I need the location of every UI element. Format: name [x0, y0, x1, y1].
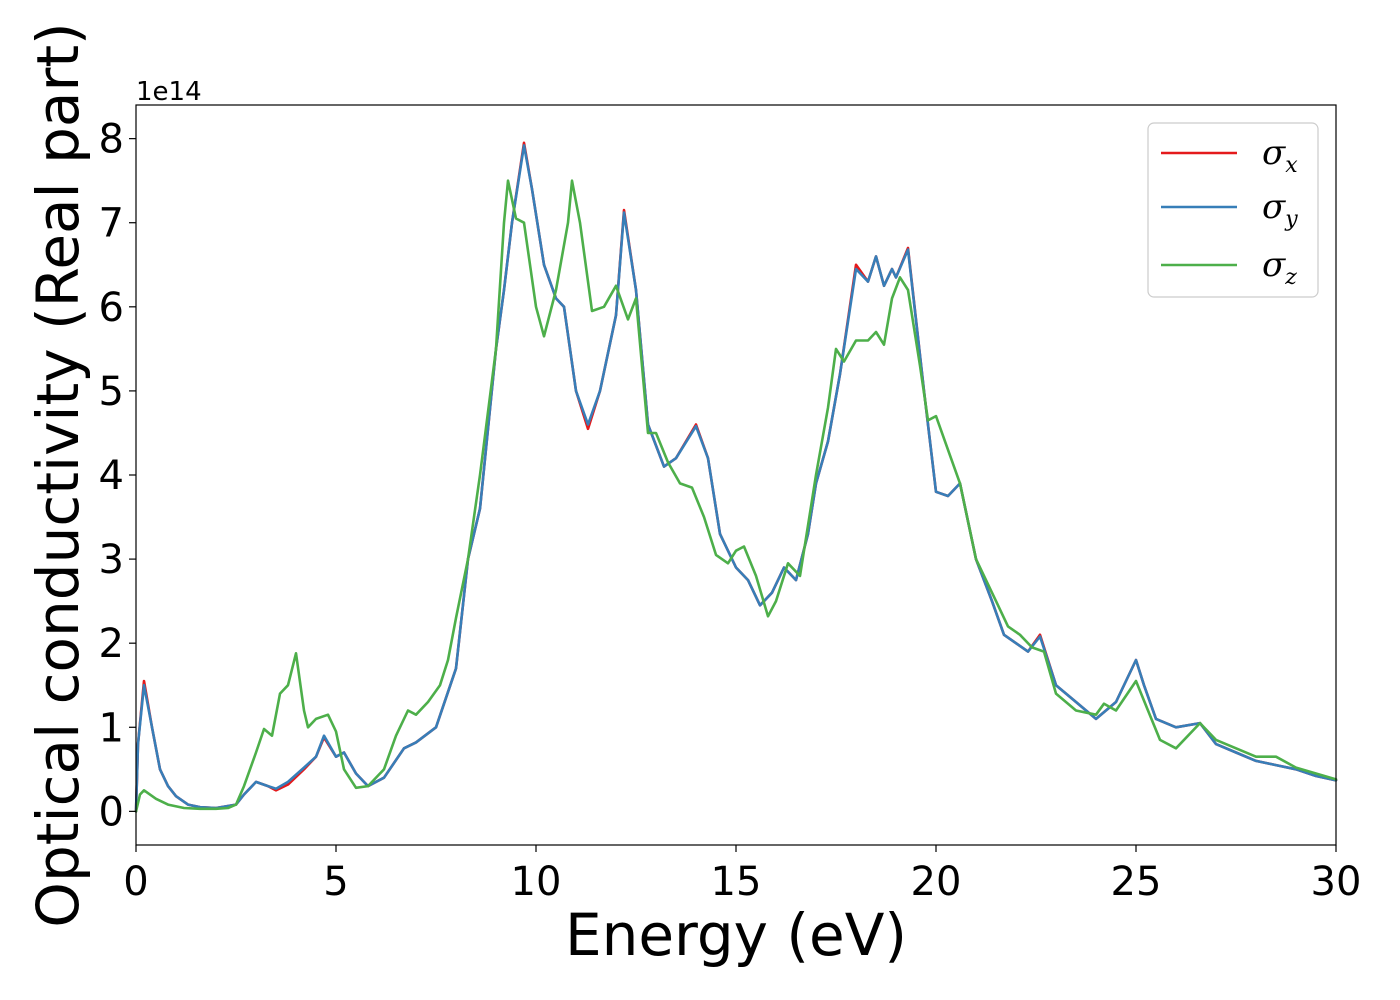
- y-tick-label: 5: [99, 369, 124, 415]
- x-tick-label: 25: [1111, 859, 1162, 905]
- y-tick-label: 8: [99, 117, 124, 163]
- legend-label-z: σz: [1262, 245, 1297, 290]
- y-axis-ticks: 0 1 2 3 4 5 6 7 8: [99, 117, 136, 835]
- y-tick-label: 6: [99, 285, 124, 331]
- y-tick-label: 2: [99, 621, 124, 667]
- legend-label-y: σy: [1262, 187, 1298, 232]
- y-axis-label: Optical conductivity (Real part): [24, 22, 92, 927]
- legend: σx σy σz: [1147, 122, 1319, 298]
- x-tick-label: 10: [511, 859, 562, 905]
- x-tick-label: 20: [911, 859, 962, 905]
- x-tick-label: 30: [1311, 859, 1362, 905]
- y-tick-label: 3: [99, 537, 124, 583]
- series-line-z: [134, 179, 1338, 813]
- x-tick-label: 0: [123, 859, 148, 905]
- y-tick-label: 4: [99, 453, 124, 499]
- y-tick-label: 1: [99, 705, 124, 751]
- x-tick-label: 15: [711, 859, 762, 905]
- y-tick-label: 7: [99, 201, 124, 247]
- series-layer: [134, 141, 1338, 813]
- y-offset-label: 1e14: [136, 77, 202, 107]
- x-tick-label: 5: [323, 859, 348, 905]
- y-tick-label: 0: [99, 789, 124, 835]
- legend-label-x: σx: [1262, 133, 1298, 178]
- x-axis-ticks: 0 5 10 15 20 25 30: [123, 845, 1361, 905]
- series-line-y: [134, 144, 1338, 813]
- x-axis-label: Energy (eV): [565, 901, 907, 969]
- legend-box: [1147, 122, 1319, 298]
